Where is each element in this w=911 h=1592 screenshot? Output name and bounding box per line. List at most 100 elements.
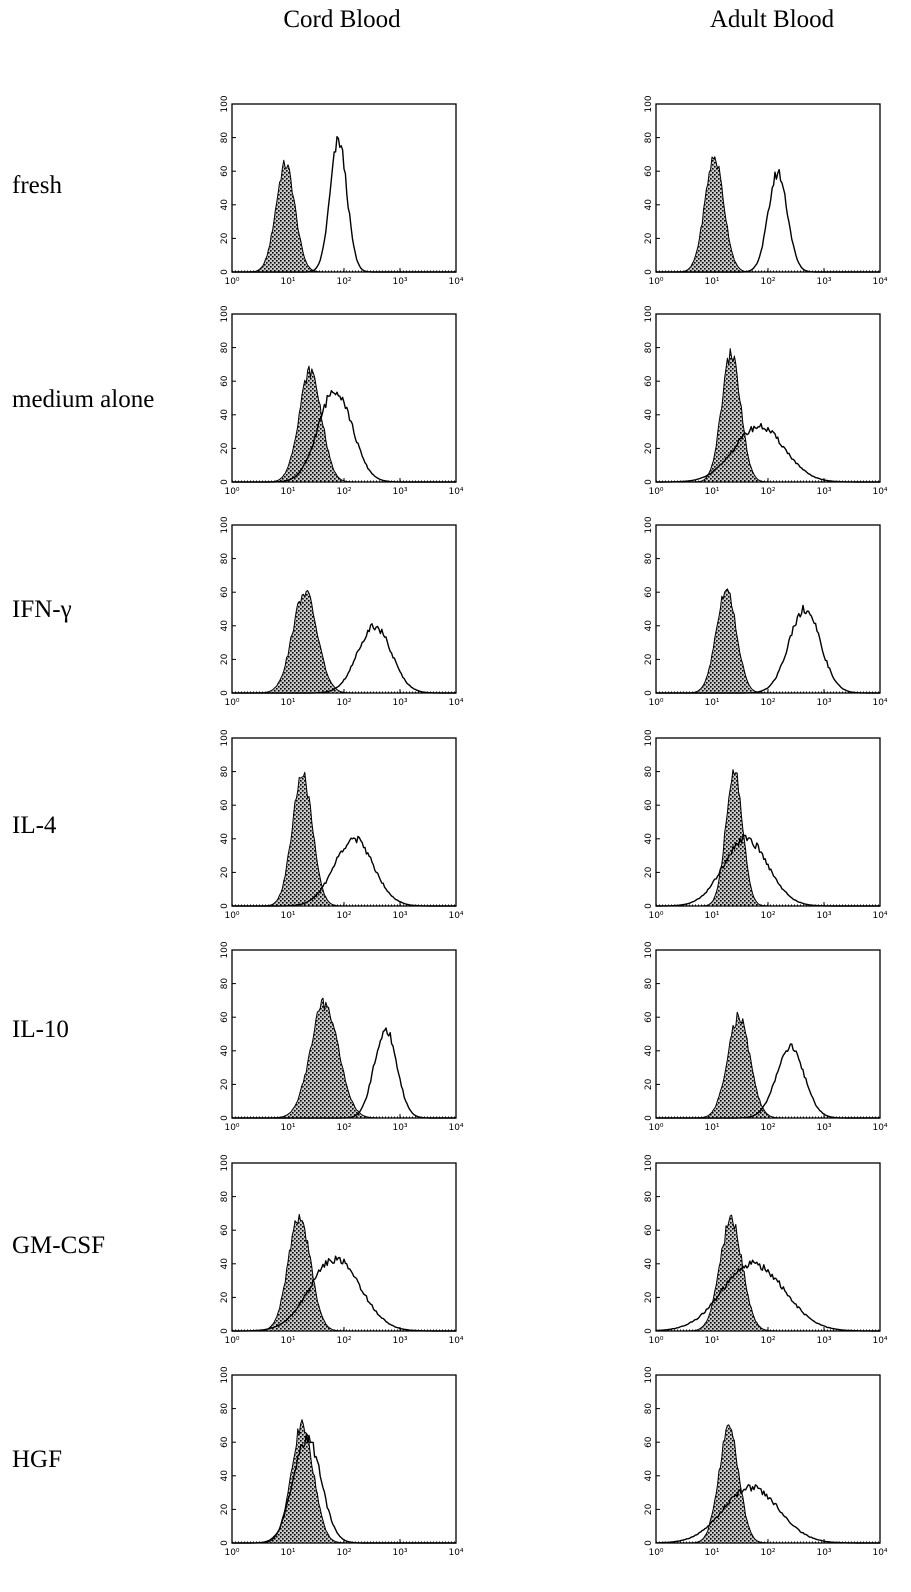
row-label-hgf: HGF bbox=[12, 1446, 63, 1473]
panel-il-10-cord-ytick-label-20: 20 bbox=[220, 1078, 230, 1090]
panel-ifn-gamma-adult-frame bbox=[655, 524, 881, 694]
panel-medium-alone-cord-xtick-label-1: 10¹ bbox=[280, 487, 295, 497]
panel-il-4-cord-stained-histogram bbox=[232, 835, 456, 907]
panel-ifn-gamma-adult-xtick-label-2: 10² bbox=[760, 698, 775, 708]
panel-il-4-cord-ytick-label-80: 80 bbox=[220, 766, 230, 778]
panel-gm-csf-adult-xtick-label-2: 10² bbox=[760, 1336, 775, 1346]
panel-hgf-adult-isotype-histogram bbox=[655, 1424, 881, 1544]
panel-fresh-adult-ytick-label-60: 60 bbox=[644, 165, 654, 177]
panel-fresh-adult-xtick-label-1: 10¹ bbox=[704, 277, 719, 287]
panel-medium-alone-cord-isotype-histogram bbox=[231, 365, 457, 483]
panel-il-4-adult-xtick-label-0: 10⁰ bbox=[648, 911, 663, 921]
panel-ifn-gamma-cord-stained-histogram bbox=[232, 623, 456, 694]
panel-fresh-adult-xtick-label-3: 10³ bbox=[816, 277, 831, 287]
panel-il-4-adult-ytick-label-20: 20 bbox=[644, 866, 654, 878]
panel-hgf-cord-ytick-label-80: 80 bbox=[220, 1403, 230, 1415]
panel-il-4-adult-ytick-label-40: 40 bbox=[644, 833, 654, 845]
panel-hgf-adult-xtick-label-1: 10¹ bbox=[704, 1548, 719, 1558]
panel-gm-csf-adult-xtick-label-4: 10⁴ bbox=[872, 1336, 887, 1346]
panel-ifn-gamma-adult-ytick-label-20: 20 bbox=[644, 653, 654, 665]
panel-il-4-adult-ytick-label-60: 60 bbox=[644, 799, 654, 811]
panel-gm-csf-cord-xtick-label-2: 10² bbox=[336, 1336, 351, 1346]
panel-il-4-adult-xtick-label-3: 10³ bbox=[816, 911, 831, 921]
panel-il-4-cord-xtick-label-4: 10⁴ bbox=[448, 911, 463, 921]
panel-medium-alone-adult-ytick-label-100: 100 bbox=[644, 305, 654, 322]
panel-hgf-adult-xtick-label-0: 10⁰ bbox=[648, 1548, 663, 1558]
panel-ifn-gamma-cord-xtick-label-1: 10¹ bbox=[280, 698, 295, 708]
panel-gm-csf-cord-xtick-label-0: 10⁰ bbox=[224, 1336, 239, 1346]
panel-ifn-gamma-cord-xtick-label-4: 10⁴ bbox=[448, 698, 463, 708]
panel-ifn-gamma-cord-ytick-label-100: 100 bbox=[220, 516, 230, 533]
panel-gm-csf-adult-ytick-label-80: 80 bbox=[644, 1191, 654, 1203]
panel-ifn-gamma-adult-xtick-label-0: 10⁰ bbox=[648, 698, 663, 708]
panel-medium-alone-cord-ytick-label-0: 0 bbox=[220, 479, 230, 485]
panel-il-4-cord-ytick-label-60: 60 bbox=[220, 799, 230, 811]
panel-il-10-cord-xtick-label-1: 10¹ bbox=[280, 1123, 295, 1133]
panel-gm-csf-cord-xtick-label-1: 10¹ bbox=[280, 1336, 295, 1346]
panel-il-10-cord-xtick-label-2: 10² bbox=[336, 1123, 351, 1133]
panel-il-4-cord-ytick-label-20: 20 bbox=[220, 866, 230, 878]
panel-ifn-gamma-adult-ytick-label-0: 0 bbox=[644, 690, 654, 696]
panel-ifn-gamma-cord-frame bbox=[231, 524, 457, 694]
panel-il-10-adult-xtick-label-4: 10⁴ bbox=[872, 1123, 887, 1133]
panel-il-10-adult-xtick-label-3: 10³ bbox=[816, 1123, 831, 1133]
panel-fresh-cord-frame bbox=[231, 103, 457, 273]
panel-gm-csf-cord-frame bbox=[231, 1162, 457, 1332]
panel-hgf-cord-xtick-label-0: 10⁰ bbox=[224, 1548, 239, 1558]
panel-hgf-cord-ytick-label-0: 0 bbox=[220, 1540, 230, 1546]
panel-medium-alone-cord-ytick-label-60: 60 bbox=[220, 375, 230, 387]
panel-medium-alone-cord-xtick-label-3: 10³ bbox=[392, 487, 407, 497]
panel-fresh-cord-stained-histogram bbox=[232, 136, 456, 273]
panel-ifn-gamma-cord-isotype-histogram bbox=[231, 590, 457, 694]
panel-medium-alone-adult-ytick-label-60: 60 bbox=[644, 375, 654, 387]
panel-medium-alone-cord-ytick-label-80: 80 bbox=[220, 342, 230, 354]
panel-il-4-adult-xtick-label-1: 10¹ bbox=[704, 911, 719, 921]
row-label-il-4: IL-4 bbox=[12, 812, 57, 839]
panel-fresh-cord-ytick-label-40: 40 bbox=[220, 199, 230, 211]
panel-il-10-adult-ytick-label-80: 80 bbox=[644, 978, 654, 990]
panel-fresh-cord-xtick-label-3: 10³ bbox=[392, 277, 407, 287]
row-label-gm-csf: GM-CSF bbox=[12, 1232, 106, 1259]
panel-il-10-cord-stained-histogram bbox=[232, 1027, 456, 1119]
panel-ifn-gamma-adult-isotype-histogram bbox=[655, 588, 881, 694]
panel-gm-csf-adult-isotype-histogram bbox=[655, 1214, 881, 1332]
panel-medium-alone-adult-xtick-label-1: 10¹ bbox=[704, 487, 719, 497]
panel-il-4-adult-xtick-label-4: 10⁴ bbox=[872, 911, 887, 921]
panel-il-10-adult-stained-histogram bbox=[656, 1043, 880, 1119]
panel-il-10-adult-ytick-label-100: 100 bbox=[644, 941, 654, 958]
panel-fresh-cord-xtick-label-1: 10¹ bbox=[280, 277, 295, 287]
panel-il-10-cord-xtick-label-0: 10⁰ bbox=[224, 1123, 239, 1133]
panel-medium-alone-adult-frame bbox=[655, 313, 881, 483]
panel-il-4-cord-ytick-label-100: 100 bbox=[220, 729, 230, 746]
panel-hgf-cord-xtick-label-2: 10² bbox=[336, 1548, 351, 1558]
panel-il-10-cord: 0 20 40 60 80 100 10⁰ 10¹ 10² 10³ 10⁴ bbox=[220, 941, 464, 1133]
panel-fresh-cord-ytick-label-60: 60 bbox=[220, 165, 230, 177]
panel-fresh-cord-isotype-histogram bbox=[231, 159, 457, 273]
panel-hgf-cord-stained-histogram bbox=[232, 1434, 456, 1544]
panel-hgf-adult-ytick-label-0: 0 bbox=[644, 1540, 654, 1546]
panel-hgf-adult-ytick-label-40: 40 bbox=[644, 1470, 654, 1482]
panel-ifn-gamma-adult-xtick-label-1: 10¹ bbox=[704, 698, 719, 708]
column-title-adult-blood: Adult Blood bbox=[709, 6, 835, 33]
panel-il-4-adult-ytick-label-0: 0 bbox=[644, 903, 654, 909]
panel-gm-csf-cord: 0 20 40 60 80 100 10⁰ 10¹ 10² 10³ 10⁴ bbox=[220, 1154, 464, 1346]
panel-gm-csf-cord-ytick-label-60: 60 bbox=[220, 1224, 230, 1236]
panel-fresh-adult-ytick-label-100: 100 bbox=[644, 95, 654, 112]
panel-il-10-adult-xtick-label-0: 10⁰ bbox=[648, 1123, 663, 1133]
panel-fresh-cord-ytick-label-100: 100 bbox=[220, 95, 230, 112]
panel-gm-csf-cord-xtick-label-3: 10³ bbox=[392, 1336, 407, 1346]
panel-fresh-cord-ytick-label-80: 80 bbox=[220, 132, 230, 144]
panel-hgf-adult-stained-histogram bbox=[656, 1484, 880, 1544]
panel-ifn-gamma-cord-xtick-label-2: 10² bbox=[336, 698, 351, 708]
panel-il-4-cord-xtick-label-3: 10³ bbox=[392, 911, 407, 921]
panel-hgf-cord-ytick-label-60: 60 bbox=[220, 1436, 230, 1448]
panel-fresh-cord-ytick-label-0: 0 bbox=[220, 269, 230, 275]
row-label-medium-alone: medium alone bbox=[12, 386, 155, 413]
panel-gm-csf-adult-frame bbox=[655, 1162, 881, 1332]
panel-medium-alone-adult-xtick-label-0: 10⁰ bbox=[648, 487, 663, 497]
panel-fresh-adult-ytick-label-0: 0 bbox=[644, 269, 654, 275]
row-label-il-10: IL-10 bbox=[12, 1016, 69, 1043]
panel-fresh-adult-ytick-label-40: 40 bbox=[644, 199, 654, 211]
panel-medium-alone-cord: 0 20 40 60 80 100 10⁰ 10¹ 10² 10³ 10⁴ bbox=[220, 305, 464, 497]
column-title-cord-blood: Cord Blood bbox=[283, 6, 401, 33]
